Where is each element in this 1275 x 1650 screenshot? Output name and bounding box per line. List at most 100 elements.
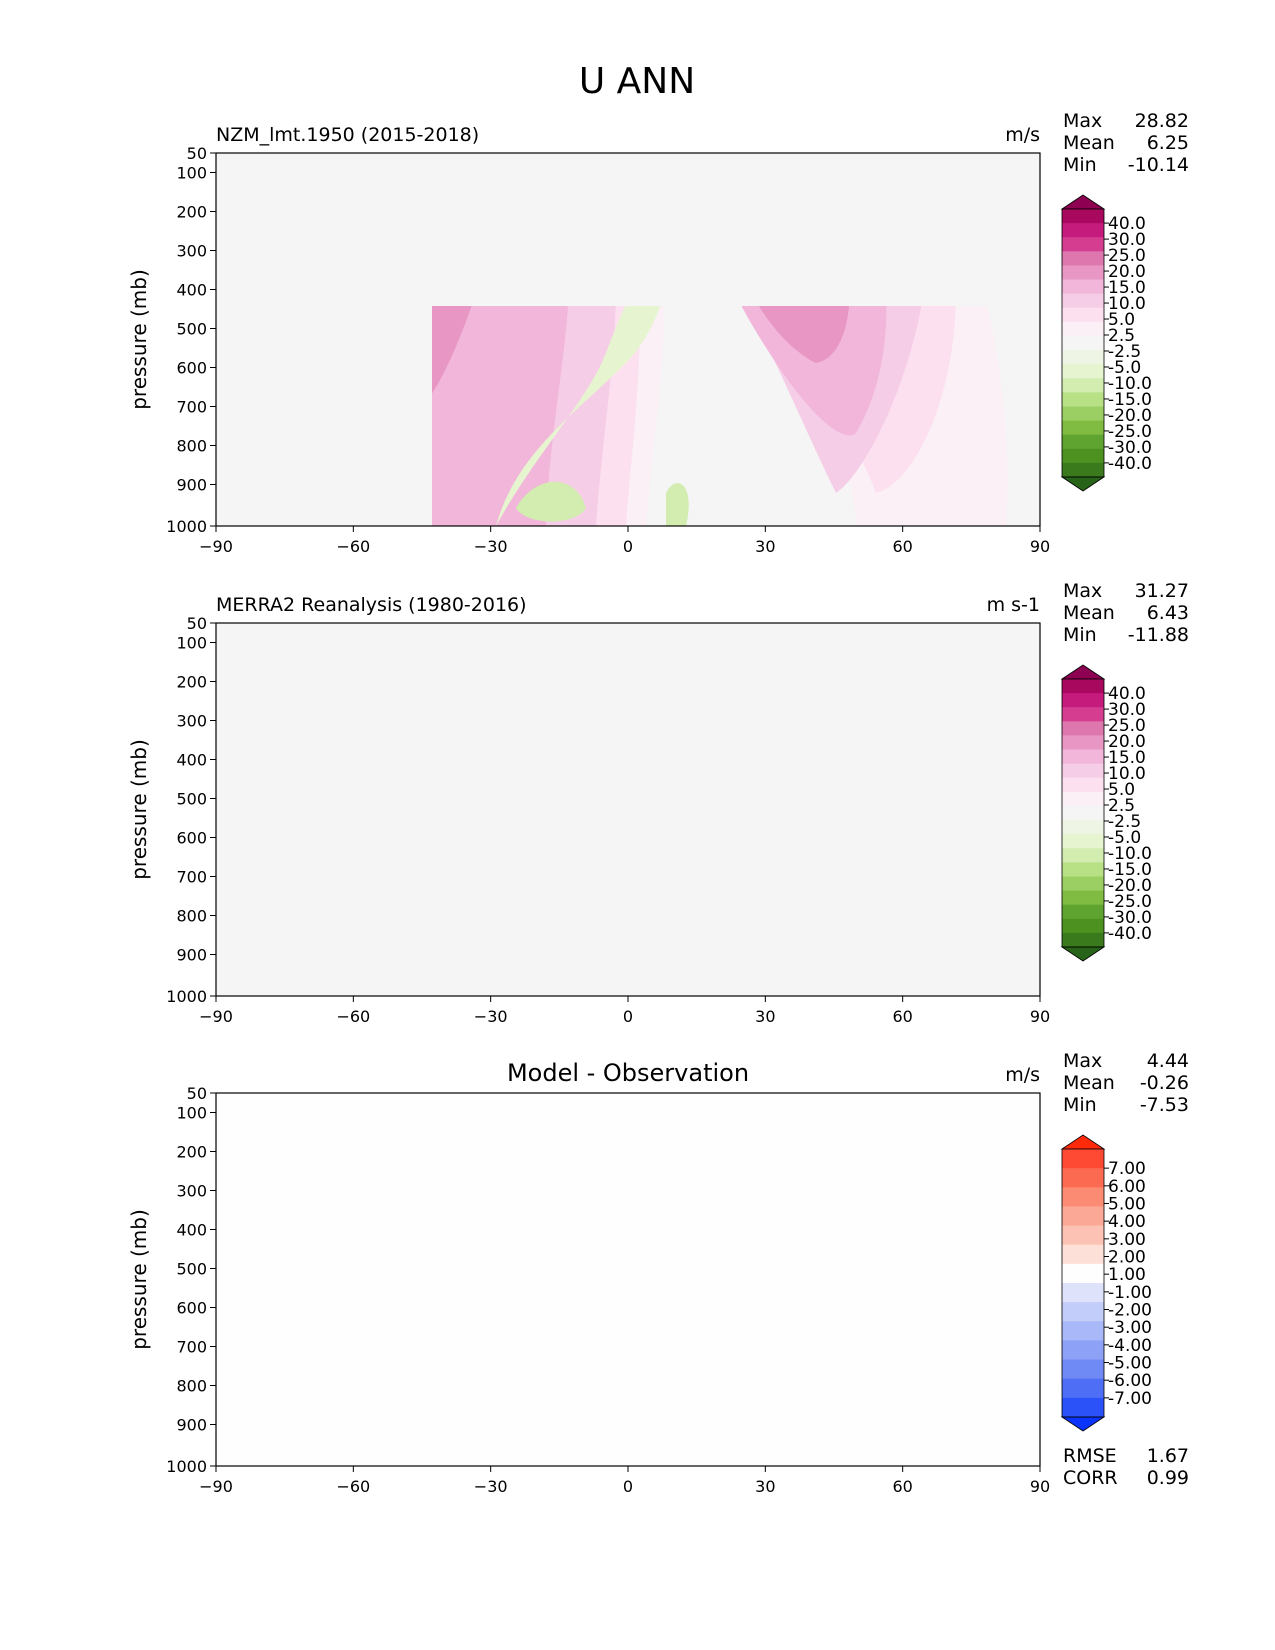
- colorbar-label: -40.0: [1108, 454, 1152, 474]
- colorbar-cell: [1062, 820, 1104, 835]
- colorbar-cell: [1062, 1263, 1104, 1284]
- contour-fill-5: [432, 306, 849, 394]
- panel-units: m s-1: [987, 594, 1040, 616]
- colorbar-label: 30.0: [1108, 700, 1146, 720]
- plot-background: [216, 1093, 1040, 1466]
- y-tick-label: 900: [176, 1416, 207, 1435]
- x-tick-label: −60: [336, 537, 370, 556]
- colorbar-label: -2.00: [1108, 1301, 1152, 1321]
- colorbar-label: -20.0: [1108, 876, 1152, 896]
- colorbar-cell: [1062, 1378, 1104, 1399]
- colorbar-label: -10.0: [1108, 374, 1152, 394]
- colorbar-cell: [1062, 209, 1104, 224]
- colorbar-cell: [1062, 237, 1104, 252]
- y-tick-label: 700: [176, 398, 207, 417]
- panel-title: NZM_lmt.1950 (2015-2018): [216, 124, 479, 146]
- colorbar-label: -15.0: [1108, 860, 1152, 880]
- colorbar-cell: [1062, 265, 1104, 281]
- colorbar-label: 4.00: [1108, 1212, 1146, 1232]
- colorbar-cell: [1062, 350, 1104, 365]
- colorbar-label: 25.0: [1108, 716, 1146, 736]
- colorbar-cell: [1062, 932, 1104, 948]
- y-tick-label: 600: [176, 359, 207, 378]
- colorbar-extend-top: [1060, 1134, 1106, 1150]
- x-tick-label: 0: [623, 1007, 633, 1026]
- colorbar-cell: [1062, 406, 1104, 422]
- extra-stat-value: 0.99: [1147, 1467, 1189, 1489]
- colorbar-label: -1.00: [1108, 1283, 1152, 1303]
- y-tick-label: 900: [176, 476, 207, 495]
- stat-value: 6.43: [1147, 602, 1189, 624]
- y-tick-label: 500: [176, 1260, 207, 1279]
- y-tick-label: 100: [176, 634, 207, 653]
- colorbar-cell: [1062, 1302, 1104, 1322]
- y-tick-label: 600: [176, 1299, 207, 1318]
- colorbar-label: -5.0: [1108, 828, 1141, 848]
- colorbar-cell: [1062, 223, 1104, 238]
- colorbar-label: -25.0: [1108, 422, 1152, 442]
- colorbar-label: 40.0: [1108, 684, 1146, 704]
- y-tick-label: 700: [176, 1338, 207, 1357]
- y-tick-label: 400: [176, 751, 207, 770]
- y-tick-label: 400: [176, 281, 207, 300]
- stat-label: Max: [1063, 1050, 1102, 1072]
- colorbar-cell: [1062, 1340, 1104, 1361]
- colorbar-label: 25.0: [1108, 246, 1146, 266]
- colorbar-label: 30.0: [1108, 230, 1146, 250]
- colorbar-cell: [1062, 434, 1104, 450]
- colorbar-label: 6.00: [1108, 1177, 1146, 1197]
- x-tick-label: 90: [1030, 1007, 1050, 1026]
- colorbar-extend-bottom: [1060, 946, 1106, 962]
- stat-value: -11.88: [1128, 624, 1189, 646]
- colorbar-extend-bottom: [1060, 476, 1106, 492]
- colorbar-label: -4.00: [1108, 1336, 1152, 1356]
- x-tick-label: −30: [474, 1007, 508, 1026]
- colorbar-label: -7.00: [1108, 1389, 1152, 1409]
- colorbar: 40.030.025.020.015.010.05.02.5-2.5-5.0-1…: [1060, 664, 1152, 962]
- colorbar-label: 5.0: [1108, 310, 1135, 330]
- panel-title: Model - Observation: [507, 1059, 749, 1087]
- x-tick-label: 0: [623, 537, 633, 556]
- colorbar-label: 2.5: [1108, 326, 1135, 346]
- extra-stat-label: CORR: [1063, 1467, 1118, 1489]
- x-tick-label: −30: [474, 537, 508, 556]
- y-tick-label: 50: [187, 1084, 207, 1103]
- colorbar-label: 10.0: [1108, 294, 1146, 314]
- x-tick-label: 60: [892, 537, 912, 556]
- y-axis-label: pressure (mb): [127, 1209, 151, 1350]
- y-tick-label: 50: [187, 144, 207, 163]
- y-tick-label: 700: [176, 868, 207, 887]
- colorbar-cell: [1062, 1206, 1104, 1227]
- colorbar-cell: [1062, 462, 1104, 478]
- panel-title: MERRA2 Reanalysis (1980-2016): [216, 594, 527, 616]
- plot-background: [216, 623, 1040, 996]
- colorbar-label: -30.0: [1108, 908, 1152, 928]
- colorbar-label: -10.0: [1108, 844, 1152, 864]
- colorbar-cell: [1062, 890, 1104, 906]
- stat-label: Max: [1063, 580, 1102, 602]
- colorbar-cell: [1062, 1187, 1104, 1207]
- colorbar-cell: [1062, 1168, 1104, 1188]
- contour-fill-9: [516, 481, 689, 526]
- stat-value: 31.27: [1135, 580, 1189, 602]
- figure-title: U ANN: [579, 61, 695, 102]
- panel-units: m/s: [1005, 124, 1040, 146]
- stat-value: 4.44: [1147, 1050, 1189, 1072]
- colorbar-label: 1.00: [1108, 1265, 1146, 1285]
- colorbar-label: -40.0: [1108, 924, 1152, 944]
- x-tick-label: 90: [1030, 537, 1050, 556]
- colorbar-cell: [1062, 1149, 1104, 1169]
- colorbar-cell: [1062, 307, 1104, 323]
- colorbar-cell: [1062, 335, 1104, 351]
- x-tick-label: −90: [199, 1007, 233, 1026]
- colorbar-label: 5.0: [1108, 780, 1135, 800]
- colorbar-cell: [1062, 1225, 1104, 1246]
- colorbar-cell: [1062, 876, 1104, 892]
- colorbar-extend-bottom: [1060, 1416, 1106, 1432]
- colorbar-cell: [1062, 364, 1104, 379]
- stat-value: 6.25: [1147, 132, 1189, 154]
- colorbar-cell: [1062, 777, 1104, 793]
- y-tick-label: 200: [176, 673, 207, 692]
